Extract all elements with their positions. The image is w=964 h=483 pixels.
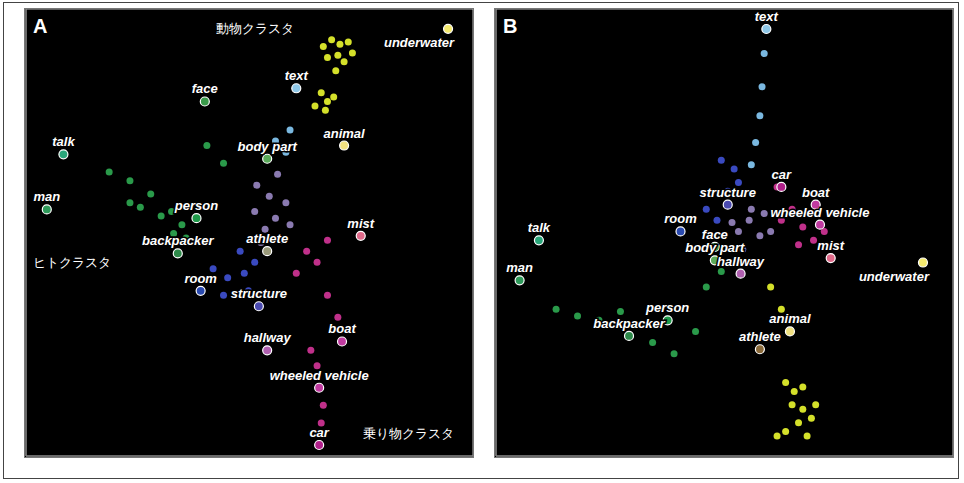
svg-text:person: person xyxy=(174,198,218,213)
svg-text:hallway: hallway xyxy=(244,330,292,345)
svg-text:underwater: underwater xyxy=(859,269,930,284)
svg-text:animal: animal xyxy=(769,311,811,326)
svg-text:athlete: athlete xyxy=(739,329,781,344)
svg-text:body part: body part xyxy=(685,240,745,256)
svg-text:動物クラスタ: 動物クラスタ xyxy=(216,21,294,36)
svg-text:ヒトクラスタ: ヒトクラスタ xyxy=(33,255,111,270)
svg-text:乗り物クラスタ: 乗り物クラスタ xyxy=(363,426,454,441)
svg-text:man: man xyxy=(33,189,60,204)
svg-text:underwater: underwater xyxy=(384,35,455,50)
svg-text:man: man xyxy=(506,260,533,275)
svg-text:room: room xyxy=(664,211,697,226)
svg-text:car: car xyxy=(309,425,329,440)
svg-text:hallway: hallway xyxy=(717,254,765,269)
svg-text:wheeled vehicle: wheeled vehicle xyxy=(270,368,369,383)
svg-text:boat: boat xyxy=(802,185,830,200)
svg-text:room: room xyxy=(184,271,217,286)
svg-text:car: car xyxy=(772,167,792,182)
html-text:B: B xyxy=(503,15,518,37)
svg-text:person: person xyxy=(645,300,689,315)
svg-text:face: face xyxy=(192,81,218,96)
svg-text:structure: structure xyxy=(700,185,756,200)
svg-text:body part: body part xyxy=(238,139,298,154)
svg-text:athlete: athlete xyxy=(246,231,288,246)
svg-text:text: text xyxy=(285,68,309,83)
svg-text:animal: animal xyxy=(324,126,366,141)
svg-text:backpacker: backpacker xyxy=(142,233,214,248)
svg-text:talk: talk xyxy=(52,134,75,149)
svg-text:structure: structure xyxy=(231,286,287,301)
svg-text:boat: boat xyxy=(328,321,356,336)
svg-text:mist: mist xyxy=(347,216,374,231)
svg-text:mist: mist xyxy=(817,238,844,253)
svg-text:backpacker: backpacker xyxy=(593,316,665,331)
svg-text:face: face xyxy=(701,227,728,242)
svg-text:text: text xyxy=(755,9,779,24)
svg-text:wheeled vehicle: wheeled vehicle xyxy=(770,205,869,220)
html-text:A: A xyxy=(33,15,48,37)
svg-text:talk: talk xyxy=(528,220,551,235)
